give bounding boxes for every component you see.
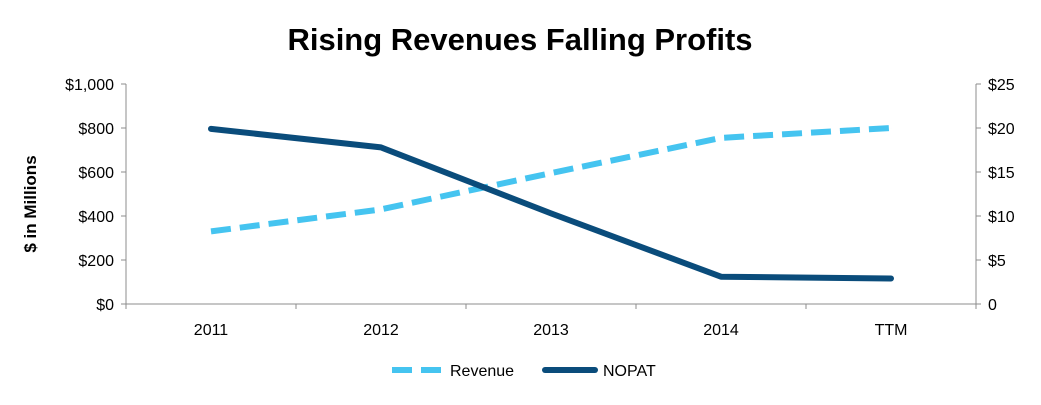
right-tick-label: $15 [988, 165, 1015, 182]
left-tick-label: $800 [78, 121, 114, 138]
right-tick-label: $10 [988, 209, 1015, 226]
axes [125, 84, 977, 305]
x-axis-ticks: 2011 2012 2013 2014 TTM [125, 304, 977, 339]
right-tick-label: 0 [988, 297, 997, 314]
legend-label-nopat: NOPAT [603, 363, 656, 380]
legend-label-revenue: Revenue [450, 363, 514, 380]
x-tick-label: 2013 [533, 322, 569, 339]
plot-area [208, 125, 894, 282]
right-tick-label: $25 [988, 77, 1015, 94]
left-tick-label: $0 [96, 297, 114, 314]
left-tick-label: $600 [78, 165, 114, 182]
right-tick-label: $5 [988, 253, 1006, 270]
right-tick-label: $20 [988, 121, 1015, 138]
x-tick-label: 2014 [703, 322, 739, 339]
left-tick-label: $400 [78, 209, 114, 226]
x-tick-label: 2012 [363, 322, 399, 339]
chart-title: Rising Revenues Falling Profits [287, 22, 752, 57]
y-axis-label: $ in Millions [21, 155, 40, 252]
left-tick-label: $1,000 [65, 77, 114, 94]
right-axis-ticks: 0 $5 $10 $15 $20 $25 [976, 77, 1015, 314]
series-line-nopat [208, 125, 894, 282]
x-tick-label: 2011 [194, 322, 229, 339]
left-axis-ticks: $0 $200 $400 $600 $800 $1,000 [65, 77, 126, 314]
x-tick-label: TTM [875, 322, 908, 339]
legend: Revenue NOPAT [392, 363, 656, 380]
left-tick-label: $200 [78, 253, 114, 270]
